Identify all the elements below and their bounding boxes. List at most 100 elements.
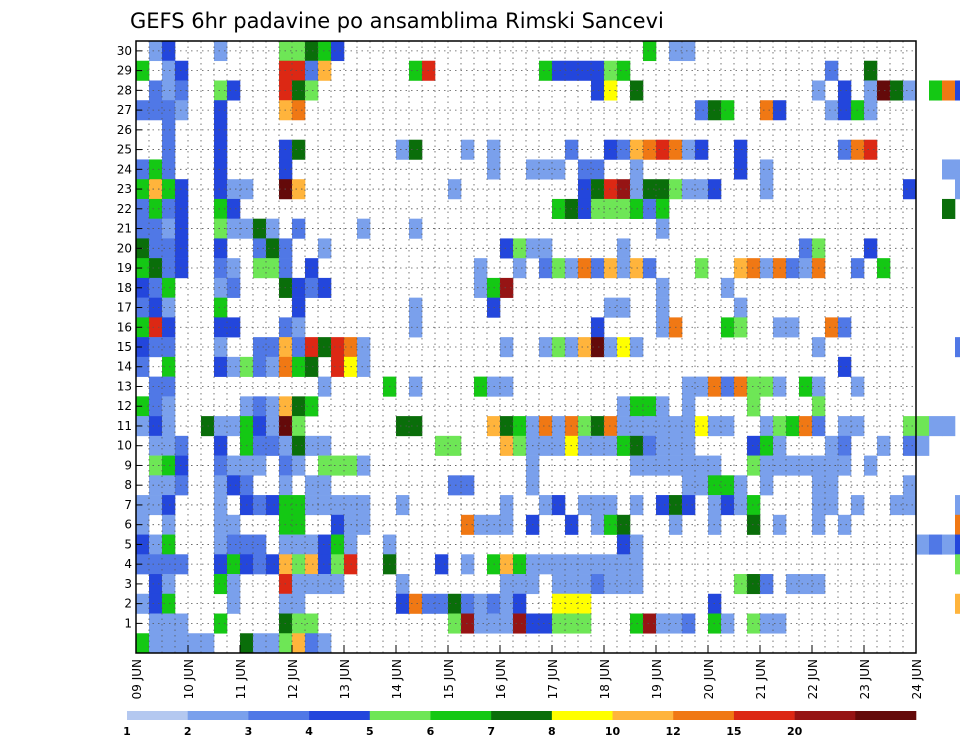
cell-m7-t31 <box>539 495 553 516</box>
ensemble-cells <box>136 41 960 654</box>
cell-m23-t6 <box>214 179 228 200</box>
cell-m19-t2 <box>162 258 176 279</box>
cell-m9-t47 <box>747 455 761 476</box>
cell-m7-t17 <box>357 495 371 516</box>
cell-m20-t31 <box>539 238 553 259</box>
cell-m11-t51 <box>799 416 813 437</box>
cell-m4-t3 <box>175 554 189 575</box>
cell-m6-t25 <box>461 514 475 535</box>
cell-m10-t36 <box>604 435 618 456</box>
cell-m30-t13 <box>305 41 319 62</box>
cell-m25-t12 <box>292 139 306 160</box>
cell-m30-t12 <box>292 41 306 62</box>
colorbar-label: 1 <box>123 725 131 738</box>
y-tick-label: 24 <box>117 162 132 176</box>
cell-m14-t17 <box>357 356 371 377</box>
y-tick-label: 28 <box>117 83 132 97</box>
cell-m28-t13 <box>305 80 319 101</box>
cell-m0-t13 <box>305 633 319 654</box>
cell-m11-t34 <box>578 416 592 437</box>
x-tick-label: 20 JUN <box>702 659 716 699</box>
cell-m15-t10 <box>266 337 280 358</box>
cell-m1-t25 <box>461 613 475 634</box>
cell-m15-t34 <box>578 337 592 358</box>
cell-m28-t1 <box>149 80 163 101</box>
cell-m8-t53 <box>825 475 839 496</box>
y-tick-label: 30 <box>117 44 132 58</box>
cell-m9-t50 <box>786 455 800 476</box>
y-tick-label: 21 <box>117 222 132 236</box>
cell-m29-t3 <box>175 60 189 81</box>
cell-m18-t12 <box>292 277 306 298</box>
cell-m22-t35 <box>591 198 605 219</box>
cell-m18-t2 <box>162 277 176 298</box>
cell-m18-t14 <box>318 277 332 298</box>
cell-m12-t12 <box>292 396 306 417</box>
cell-m28-t62 <box>942 80 956 101</box>
cell-m9-t56 <box>864 455 878 476</box>
cell-m1-t3 <box>175 613 189 634</box>
cell-m2-t1 <box>149 593 163 614</box>
cell-m23-t36 <box>604 179 618 200</box>
cell-m21-t7 <box>227 218 241 239</box>
cell-m13-t2 <box>162 376 176 397</box>
cell-m10-t48 <box>760 435 774 456</box>
cell-m19-t31 <box>539 258 553 279</box>
cell-m16-t7 <box>227 317 241 338</box>
cell-m13-t28 <box>500 376 514 397</box>
chart-grid <box>135 41 917 653</box>
cell-m11-t60 <box>916 416 930 437</box>
cell-m1-t42 <box>682 613 696 634</box>
cell-m15-t13 <box>305 337 319 358</box>
cell-m13-t1 <box>149 376 163 397</box>
cell-m11-t32 <box>552 416 566 437</box>
cell-m24-t6 <box>214 159 228 180</box>
cell-m2-t12 <box>292 593 306 614</box>
cell-m10-t34 <box>578 435 592 456</box>
cell-m11-t35 <box>591 416 605 437</box>
cell-m3-t50 <box>786 574 800 595</box>
cell-m29-t37 <box>617 60 631 81</box>
cell-m20-t51 <box>799 238 813 259</box>
y-tick-label: 4 <box>124 557 132 571</box>
cell-m6-t2 <box>162 514 176 535</box>
cell-m28-t63 <box>955 80 960 101</box>
cell-m2-t24 <box>448 593 462 614</box>
cell-m11-t36 <box>604 416 618 437</box>
cell-m4-t1 <box>149 554 163 575</box>
colorbar-label: 4 <box>305 725 313 738</box>
cell-m8-t6 <box>214 475 228 496</box>
cell-m18-t45 <box>721 277 735 298</box>
cell-m28-t36 <box>604 80 618 101</box>
cell-m24-t46 <box>734 159 748 180</box>
cell-m3-t20 <box>396 574 410 595</box>
x-tick-label: 16 JUN <box>494 659 508 699</box>
cell-m22-t36 <box>604 198 618 219</box>
cell-m28-t12 <box>292 80 306 101</box>
cell-m12-t37 <box>617 396 631 417</box>
cell-m20-t2 <box>162 238 176 259</box>
cell-m19-t48 <box>760 258 774 279</box>
cell-m7-t34 <box>578 495 592 516</box>
cell-m14-t6 <box>214 356 228 377</box>
cell-m17-t40 <box>656 297 670 318</box>
cell-m12-t42 <box>682 396 696 417</box>
cell-m3-t28 <box>500 574 514 595</box>
colorbar-swatch <box>794 711 856 720</box>
cell-m16-t40 <box>656 317 670 338</box>
cell-m12-t10 <box>266 396 280 417</box>
cell-m28-t2 <box>162 80 176 101</box>
cell-m24-t48 <box>760 159 774 180</box>
cell-m6-t63 <box>955 514 960 535</box>
cell-m30-t39 <box>643 41 657 62</box>
cell-m11-t43 <box>695 416 709 437</box>
cell-m11-t45 <box>721 416 735 437</box>
cell-m4-t12 <box>292 554 306 575</box>
y-tick-label: 1 <box>124 616 132 630</box>
x-tick-label: 17 JUN <box>546 659 560 699</box>
cell-m21-t17 <box>357 218 371 239</box>
cell-m15-t36 <box>604 337 618 358</box>
cell-m5-t37 <box>617 534 631 555</box>
cell-m6-t6 <box>214 514 228 535</box>
cell-m7-t53 <box>825 495 839 516</box>
